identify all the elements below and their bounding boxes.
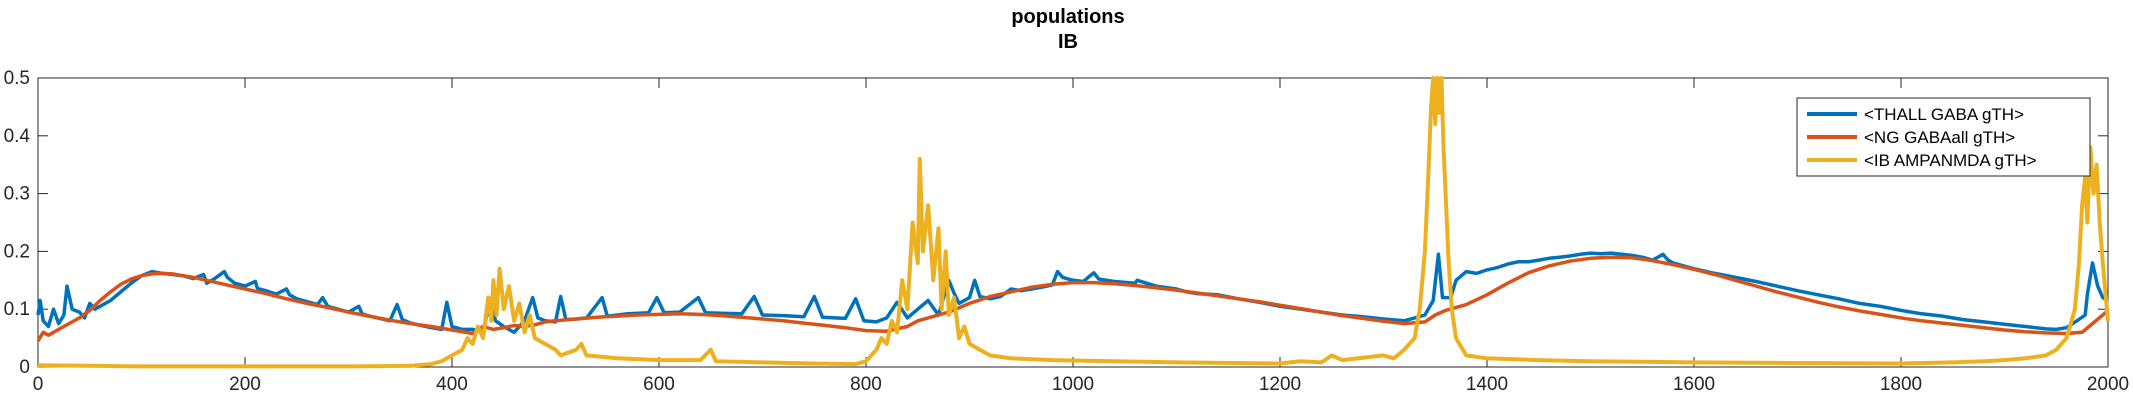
title-group: populations IB — [1011, 6, 1124, 53]
chart-subtitle: IB — [1058, 31, 1078, 53]
series-lines — [36, 76, 2110, 369]
y-tick-label: 0.2 — [4, 241, 30, 262]
y-tick-label: 0 — [19, 357, 30, 378]
y-tick-label: 0.3 — [4, 184, 30, 205]
x-tick-label: 800 — [850, 374, 882, 395]
legend-label-0: <THALL GABA gTH> — [1864, 105, 2024, 124]
y-tick-label: 0.4 — [4, 126, 31, 147]
x-tick-label: 1800 — [1880, 374, 1922, 395]
y-tick-label: 0.1 — [4, 299, 30, 320]
x-tick-label: 0 — [33, 374, 44, 395]
series-line-2 — [37, 76, 2110, 369]
x-tick-label: 1000 — [1052, 374, 1094, 395]
series-line-0 — [36, 251, 2109, 335]
legend[interactable]: <THALL GABA gTH> <NG GABAall gTH> <IB AMPA… — [1796, 97, 2091, 177]
y-tick-label: 0.5 — [4, 68, 30, 89]
x-tick-label: 2000 — [2087, 374, 2129, 395]
legend-label-1: <NG GABAall gTH> — [1864, 128, 2015, 147]
x-tick-label: 600 — [643, 374, 675, 395]
x-tick-label: 1200 — [1259, 374, 1301, 395]
chart-title: populations — [1011, 6, 1124, 28]
x-tick-label: 1600 — [1673, 374, 1715, 395]
x-tick-label: 400 — [436, 374, 468, 395]
x-tick-label: 1400 — [1466, 374, 1508, 395]
x-tick-label: 200 — [229, 374, 261, 395]
legend-label-2: <IB AMPANMDA gTH> — [1864, 151, 2037, 170]
axes: 0 200 400 600 800 1000 1200 1400 1600 1800 2000 0 0.… — [4, 68, 2130, 395]
series-line-1 — [36, 255, 2110, 342]
